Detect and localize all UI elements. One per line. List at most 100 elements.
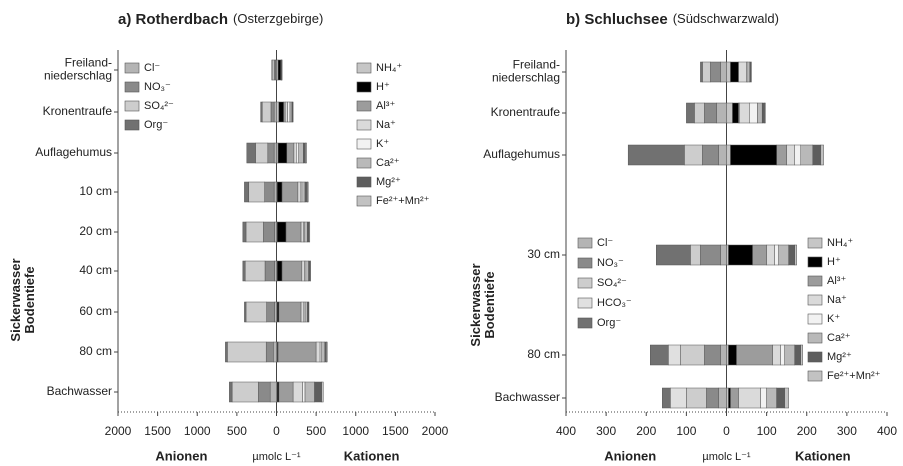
bar-segment: [261, 101, 272, 123]
legend-swatch: [356, 100, 372, 112]
subtitle: (Südschwarzwald): [673, 11, 779, 26]
bar-segment: [730, 61, 739, 83]
x-tick-label: 0: [273, 424, 280, 438]
legend-swatch: [807, 275, 823, 287]
bar-segment: [300, 301, 305, 323]
bar-segment: [786, 144, 795, 166]
bar-segment: [303, 142, 306, 164]
bar-segment: [766, 387, 777, 409]
x-tick-label: 1500: [382, 424, 409, 438]
bar-segment: [728, 244, 753, 266]
x-label-left: Anionen: [155, 448, 207, 463]
legend-label: Na⁺: [376, 119, 396, 131]
bar-segment: [668, 344, 681, 366]
bar-segment: [293, 142, 297, 164]
bar-segment: [700, 61, 703, 83]
bar-segment: [289, 101, 293, 123]
bar-segment: [662, 387, 671, 409]
bar-segment: [820, 144, 824, 166]
bar-segment: [244, 301, 247, 323]
bar-segment: [752, 244, 767, 266]
bar-segment: [704, 102, 717, 124]
bar-segment: [308, 221, 311, 243]
legend-swatch: [356, 119, 372, 131]
bar-segment: [285, 221, 302, 243]
x-tick-label: 500: [227, 424, 247, 438]
bar-segment: [263, 221, 275, 243]
bar-segment: [242, 260, 246, 282]
legend-label: NH₄⁺: [376, 62, 402, 74]
bar-segment: [757, 102, 763, 124]
legend-label: SO₄²⁻: [144, 100, 174, 112]
legend-swatch: [577, 277, 593, 289]
bar-segment: [260, 101, 263, 123]
chart-title: a) Rotherdbach (Osterzgebirge): [118, 11, 323, 28]
title-text: a) Rotherdbach: [118, 11, 228, 28]
x-tick-label: 100: [757, 424, 777, 438]
x-tick-label: 2000: [105, 424, 132, 438]
bar-segment: [277, 221, 287, 243]
bar-segment: [738, 61, 747, 83]
bar-segment: [747, 61, 751, 83]
x-label-left: Anionen: [604, 448, 656, 463]
bar-segment: [267, 142, 275, 164]
bar-segment: [296, 142, 299, 164]
legend-label: Ca²⁺: [827, 332, 851, 344]
legend-swatch: [807, 332, 823, 344]
x-label-right: Kationen: [344, 448, 400, 463]
bar-segment: [274, 221, 277, 243]
legend-swatch: [356, 81, 372, 93]
bar-segment: [726, 244, 729, 266]
legend-label: Cl⁻: [597, 237, 613, 249]
bar-segment: [732, 102, 739, 124]
legend-swatch: [807, 351, 823, 363]
bar-segment: [297, 181, 301, 203]
legend-label: HCO₃⁻: [597, 297, 632, 309]
bar-segment: [258, 381, 271, 403]
bar-segment: [812, 144, 822, 166]
x-tick-label: 400: [556, 424, 576, 438]
bar-segment: [277, 341, 317, 363]
bar-segment: [227, 341, 267, 363]
bar-segment: [246, 142, 256, 164]
bar-segment: [225, 341, 228, 363]
bar-segment: [784, 344, 795, 366]
bar-segment: [776, 144, 787, 166]
legend-label: Mg²⁺: [827, 351, 852, 363]
legend-swatch: [356, 176, 372, 188]
bar-segment: [794, 244, 797, 266]
y-label: SickerwasserBodentiefe: [8, 258, 37, 341]
legend-label: Mg²⁺: [376, 176, 401, 188]
bar-segment: [718, 387, 727, 409]
legend-swatch: [124, 81, 140, 93]
bar-segment: [694, 102, 705, 124]
bar-segment: [627, 144, 685, 166]
bar-segment: [761, 102, 765, 124]
bar-segment: [245, 221, 264, 243]
subtitle: (Osterzgebirge): [233, 11, 323, 26]
bar-segment: [764, 102, 766, 124]
y-tick-label: Kronentraufe: [491, 105, 561, 119]
y-label: SickerwasserBodentiefe: [468, 263, 497, 346]
legend-swatch: [807, 294, 823, 306]
x-label: µmolc L⁻¹: [252, 451, 301, 463]
bar-segment: [304, 381, 315, 403]
bar-segment: [277, 142, 288, 164]
bar-segment: [778, 244, 789, 266]
bar-segment: [229, 381, 233, 403]
bar-segment: [298, 142, 304, 164]
bar-segment: [273, 181, 277, 203]
bar-segment: [281, 260, 303, 282]
bar-segment: [278, 381, 294, 403]
title-text: b) Schluchsee: [566, 11, 668, 28]
bar-segment: [716, 102, 727, 124]
bar-segment: [321, 341, 326, 363]
bar-segment: [300, 221, 304, 243]
legend-label: SO₄²⁻: [597, 277, 627, 289]
legend-swatch: [124, 62, 140, 74]
y-tick-label: 60 cm: [79, 304, 112, 318]
bar-segment: [680, 344, 705, 366]
legend-swatch: [577, 297, 593, 309]
x-tick-label: 2000: [422, 424, 449, 438]
